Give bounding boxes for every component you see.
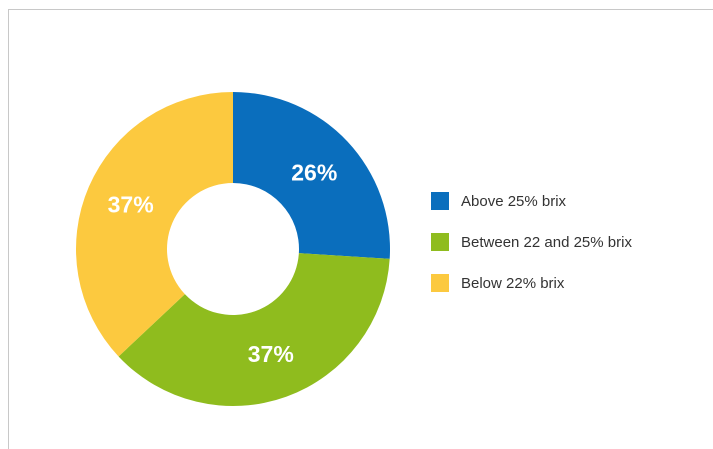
legend-swatch-below-22 xyxy=(431,274,449,292)
slice-below-22 xyxy=(76,92,234,357)
legend-item-above-25: Above 25% brix xyxy=(431,191,632,211)
legend: Above 25% brix Between 22 and 25% brix B… xyxy=(431,191,632,293)
slice-label-between-22-25: 37% xyxy=(248,341,294,367)
legend-label-between-22-25: Between 22 and 25% brix xyxy=(461,233,632,251)
legend-item-below-22: Below 22% brix xyxy=(431,273,632,293)
slice-above-25 xyxy=(233,92,390,259)
slice-label-below-22: 37% xyxy=(108,192,154,218)
legend-label-above-25: Above 25% brix xyxy=(461,192,567,210)
legend-item-between-22-25: Between 22 and 25% brix xyxy=(431,232,632,252)
chart-frame xyxy=(8,9,713,449)
legend-swatch-above-25 xyxy=(431,192,449,210)
legend-swatch-between-22-25 xyxy=(431,233,449,251)
legend-label-below-22: Below 22% brix xyxy=(461,274,565,292)
slice-between-22-25 xyxy=(118,253,390,407)
slice-label-above-25: 26% xyxy=(291,160,337,186)
